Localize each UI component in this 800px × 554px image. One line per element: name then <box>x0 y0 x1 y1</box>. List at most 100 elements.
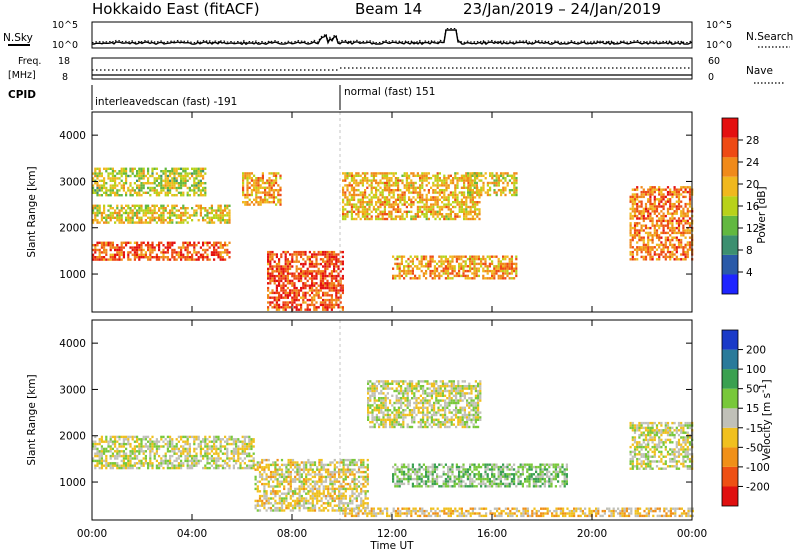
heatmap-cell <box>122 182 125 185</box>
heatmap-cell <box>449 191 452 194</box>
heatmap-cell <box>100 445 103 448</box>
heatmap-cell <box>284 267 287 271</box>
heatmap-cell <box>96 454 99 458</box>
heatmap-cell <box>120 167 123 170</box>
heatmap-cell <box>398 255 401 258</box>
heatmap-cell <box>142 209 145 212</box>
heatmap-cell <box>127 214 130 217</box>
heatmap-cell <box>116 216 119 219</box>
heatmap-cell <box>244 172 247 175</box>
heatmap-cell <box>467 179 470 182</box>
heatmap-cell <box>506 255 509 258</box>
heatmap-cell <box>138 462 141 465</box>
heatmap-cell <box>416 257 419 261</box>
heatmap-cell <box>166 216 169 219</box>
heatmap-cell <box>414 255 417 258</box>
heatmap-cell <box>206 457 209 460</box>
heatmap-cell <box>311 262 314 266</box>
heatmap-cell <box>633 188 637 191</box>
heatmap-cell <box>268 191 271 194</box>
plot-title: Hokkaido East (fitACF) <box>92 0 260 18</box>
heatmap-cell <box>458 267 461 270</box>
heatmap-cell <box>283 475 286 479</box>
heatmap-cell <box>215 438 218 441</box>
heatmap-cell <box>506 274 509 278</box>
heatmap-cell <box>653 212 656 215</box>
heatmap-cell <box>297 260 300 263</box>
heatmap-cell <box>688 210 692 213</box>
heatmap-cell <box>269 260 272 263</box>
heatmap-cell <box>493 191 496 194</box>
heatmap-cell <box>405 274 408 278</box>
heatmap-cell <box>398 272 401 275</box>
heatmap-cell <box>164 186 167 190</box>
heatmap-cell <box>330 274 333 278</box>
heatmap-cell <box>129 182 132 185</box>
heatmap-cell <box>285 492 288 495</box>
heatmap-cell <box>335 301 338 304</box>
heatmap-cell <box>390 215 393 218</box>
heatmap-cell <box>366 215 369 218</box>
heatmap-cell <box>100 184 103 187</box>
heatmap-cell <box>383 186 386 189</box>
heatmap-cell <box>333 262 336 266</box>
heatmap-cell <box>328 250 331 254</box>
heatmap-cell <box>118 464 121 467</box>
heatmap-cell <box>138 184 141 187</box>
heatmap-cell <box>452 179 455 182</box>
heatmap-cell <box>478 193 481 197</box>
heatmap-cell <box>175 457 178 460</box>
heatmap-cell <box>160 211 163 215</box>
heatmap-cell <box>195 170 198 173</box>
heatmap-cell <box>103 211 106 215</box>
heatmap-cell <box>103 191 106 194</box>
heatmap-cell <box>138 438 141 441</box>
heatmap-cell <box>662 231 665 235</box>
heatmap-cell <box>175 251 178 254</box>
heatmap-cell <box>258 470 262 474</box>
heatmap-cell <box>436 210 439 213</box>
heatmap-cell <box>311 298 314 302</box>
heatmap-cell <box>272 184 275 187</box>
heatmap-cell <box>279 174 282 177</box>
heatmap-cell <box>629 238 632 242</box>
heatmap-cell <box>647 210 650 213</box>
heatmap-cell <box>333 497 336 500</box>
heatmap-cell <box>197 167 200 170</box>
heatmap-cell <box>162 459 165 463</box>
heatmap-cell <box>291 272 294 275</box>
heatmap-cell <box>647 226 650 230</box>
heatmap-cell <box>497 265 500 268</box>
heatmap-cell <box>182 246 185 249</box>
heatmap-cell <box>180 445 183 448</box>
heatmap-cell <box>673 186 676 189</box>
heatmap-cell <box>109 184 112 187</box>
heatmap-cell <box>355 217 358 221</box>
heatmap-cell <box>401 196 404 199</box>
heatmap-cell <box>272 473 275 476</box>
heatmap-cell <box>107 194 110 197</box>
heatmap-cell <box>329 494 332 498</box>
heatmap-cell <box>116 177 119 180</box>
heatmap-cell <box>125 442 128 446</box>
heatmap-cell <box>324 487 328 491</box>
heatmap-cell <box>149 445 152 448</box>
heatmap-cell <box>182 256 185 259</box>
heatmap-cell <box>338 473 341 476</box>
heatmap-cell <box>272 189 275 192</box>
heatmap-cell <box>111 244 114 247</box>
heatmap-cell <box>114 221 117 224</box>
heatmap-cell <box>221 258 224 261</box>
heatmap-cell <box>297 303 300 307</box>
heatmap-cell <box>195 244 198 247</box>
heatmap-cell <box>175 182 178 185</box>
heatmap-cell <box>286 258 289 261</box>
heatmap-cell <box>206 248 209 252</box>
heatmap-cell <box>638 200 641 203</box>
heatmap-cell <box>342 205 345 209</box>
heatmap-cell <box>294 490 297 493</box>
heatmap-cell <box>324 301 327 304</box>
heatmap-cell <box>279 177 282 180</box>
heatmap-cell <box>243 440 246 443</box>
heatmap-cell <box>96 462 99 465</box>
